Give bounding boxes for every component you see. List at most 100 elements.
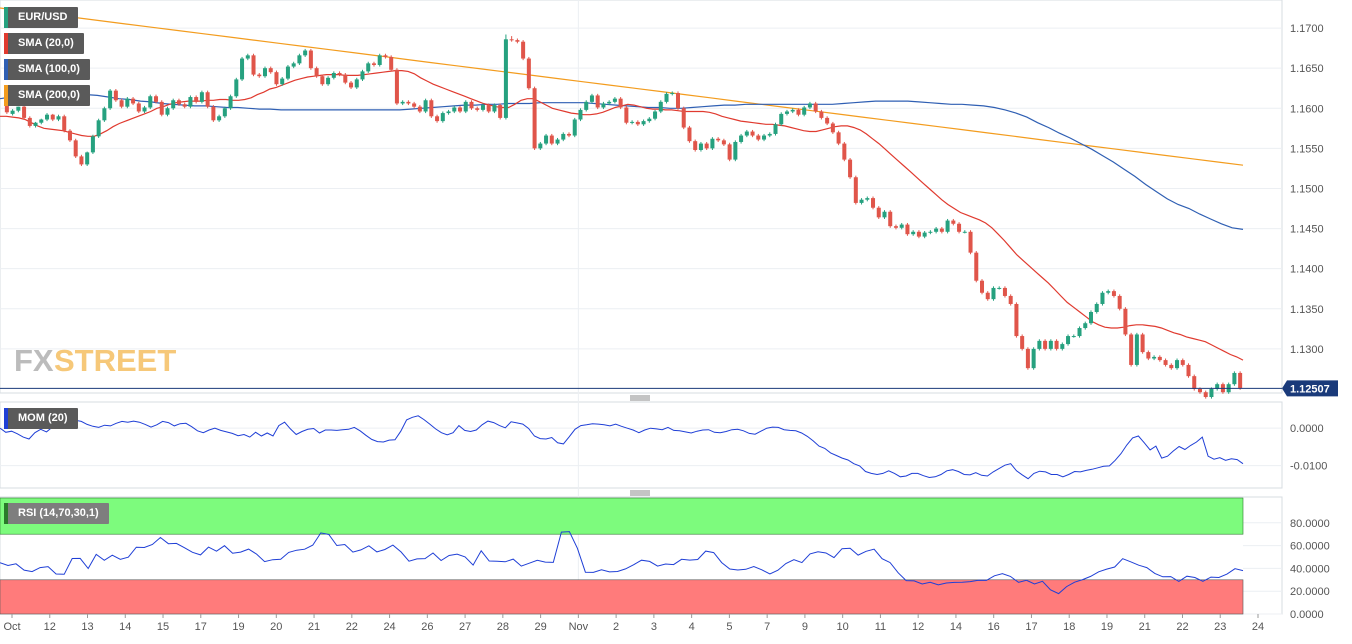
- candle-body: [240, 58, 245, 80]
- candle-body: [515, 40, 520, 42]
- candle-body: [475, 108, 480, 110]
- x-tick-label: 4: [689, 621, 695, 633]
- candle-body: [1152, 356, 1157, 359]
- price-tick-label: 1.1400: [1290, 264, 1324, 276]
- price-tick-label: 1.1450: [1290, 224, 1324, 236]
- candle-body: [871, 198, 876, 208]
- x-tick-label: 17: [195, 621, 207, 633]
- candle-body: [1094, 303, 1099, 312]
- candle-body: [96, 120, 101, 137]
- candle-body: [962, 231, 967, 233]
- legend-sma20[interactable]: SMA (20,0): [4, 33, 84, 54]
- price-tick-label: 1.1550: [1290, 143, 1324, 155]
- candle-body: [784, 111, 789, 114]
- rsi-panel-resize-handle[interactable]: [630, 490, 650, 496]
- candle-layer: [4, 34, 1243, 399]
- candle-body: [670, 93, 675, 95]
- candle-body: [435, 116, 440, 122]
- candle-body: [653, 111, 658, 119]
- candle-body: [905, 224, 910, 235]
- legend-mom-label: MOM (20): [18, 412, 68, 424]
- legend-sma100[interactable]: SMA (100,0): [4, 59, 90, 80]
- indicator-layer: [0, 415, 1244, 595]
- candle-body: [131, 98, 136, 104]
- candle-body: [848, 159, 853, 178]
- candle-body: [268, 68, 273, 73]
- candle-body: [635, 121, 640, 125]
- candle-body: [280, 78, 285, 85]
- candle-body: [526, 58, 531, 89]
- candle-body: [22, 106, 27, 118]
- candle-body: [389, 56, 394, 70]
- x-tick-label: 28: [497, 621, 509, 633]
- candle-body: [979, 280, 985, 293]
- candle-body: [62, 116, 67, 131]
- legend-rsi[interactable]: RSI (14,70,30,1): [4, 503, 109, 524]
- candle-body: [853, 177, 858, 203]
- candle-body: [165, 108, 170, 115]
- x-tick-label: 14: [950, 621, 962, 633]
- candle-body: [710, 138, 715, 149]
- legend-sma200-label: SMA (200,0): [18, 89, 80, 101]
- rsi-tick-label: 80.0000: [1290, 518, 1330, 530]
- candle-body: [739, 135, 744, 142]
- candle-body: [1134, 334, 1139, 365]
- price-tick-label: 1.1500: [1290, 183, 1324, 195]
- x-tick-label: 22: [1176, 621, 1188, 633]
- candle-body: [274, 72, 279, 85]
- legend-sma20-label: SMA (20,0): [18, 37, 74, 49]
- candle-body: [27, 117, 32, 126]
- candle-body: [503, 39, 508, 118]
- x-tick-label: 29: [534, 621, 546, 633]
- candle-body: [939, 228, 944, 232]
- candle-body: [73, 140, 78, 157]
- mom-panel-resize-handle[interactable]: [630, 395, 650, 401]
- candle-body: [721, 140, 726, 145]
- x-tick-label: 2: [613, 621, 619, 633]
- candle-body: [538, 143, 543, 149]
- candle-body: [825, 117, 830, 124]
- candle-body: [509, 39, 514, 41]
- sma200-line: [0, 7, 1244, 166]
- candle-body: [1066, 336, 1071, 345]
- candle-body: [222, 108, 227, 117]
- candle-body: [934, 228, 939, 232]
- axis-layer: 1.1700 1.1650 1.1600 1.1550 1.1500 1.1450 1.14…: [3, 23, 1329, 633]
- candle-body: [429, 100, 434, 117]
- candle-body: [1054, 340, 1059, 349]
- candle-body: [1203, 392, 1208, 398]
- rsi-oversold-zone: [0, 579, 1244, 615]
- candle-body: [566, 133, 572, 136]
- candle-body: [521, 41, 526, 59]
- candle-body: [377, 55, 382, 65]
- candle-body: [469, 101, 474, 109]
- rsi-tick-label: 60.0000: [1290, 541, 1330, 553]
- candle-body: [153, 96, 159, 102]
- candle-body: [486, 105, 491, 112]
- x-tick-label: 24: [1252, 621, 1264, 633]
- candle-body: [371, 63, 376, 65]
- candle-body: [205, 92, 210, 107]
- candle-body: [1071, 336, 1076, 338]
- legend-symbol[interactable]: EUR/USD: [4, 7, 78, 28]
- price-panel: [0, 0, 1283, 394]
- candle-body: [1180, 360, 1185, 365]
- candle-body: [291, 63, 296, 67]
- legend-sma200[interactable]: SMA (200,0): [4, 85, 90, 106]
- candle-body: [1106, 291, 1111, 293]
- candle-body: [45, 114, 50, 120]
- candle-body: [262, 68, 268, 77]
- x-tick-label: 12: [912, 621, 924, 633]
- x-tick-label: 3: [651, 621, 657, 633]
- candle-body: [991, 287, 996, 300]
- candle-body: [1020, 336, 1025, 349]
- candle-body: [951, 220, 956, 224]
- candle-body: [1157, 356, 1162, 361]
- legend-mom[interactable]: MOM (20): [4, 408, 78, 429]
- candle-body: [50, 114, 55, 120]
- candle-body: [756, 135, 761, 140]
- candle-body: [16, 106, 21, 111]
- candle-body: [400, 101, 405, 104]
- x-tick-label: 10: [837, 621, 849, 633]
